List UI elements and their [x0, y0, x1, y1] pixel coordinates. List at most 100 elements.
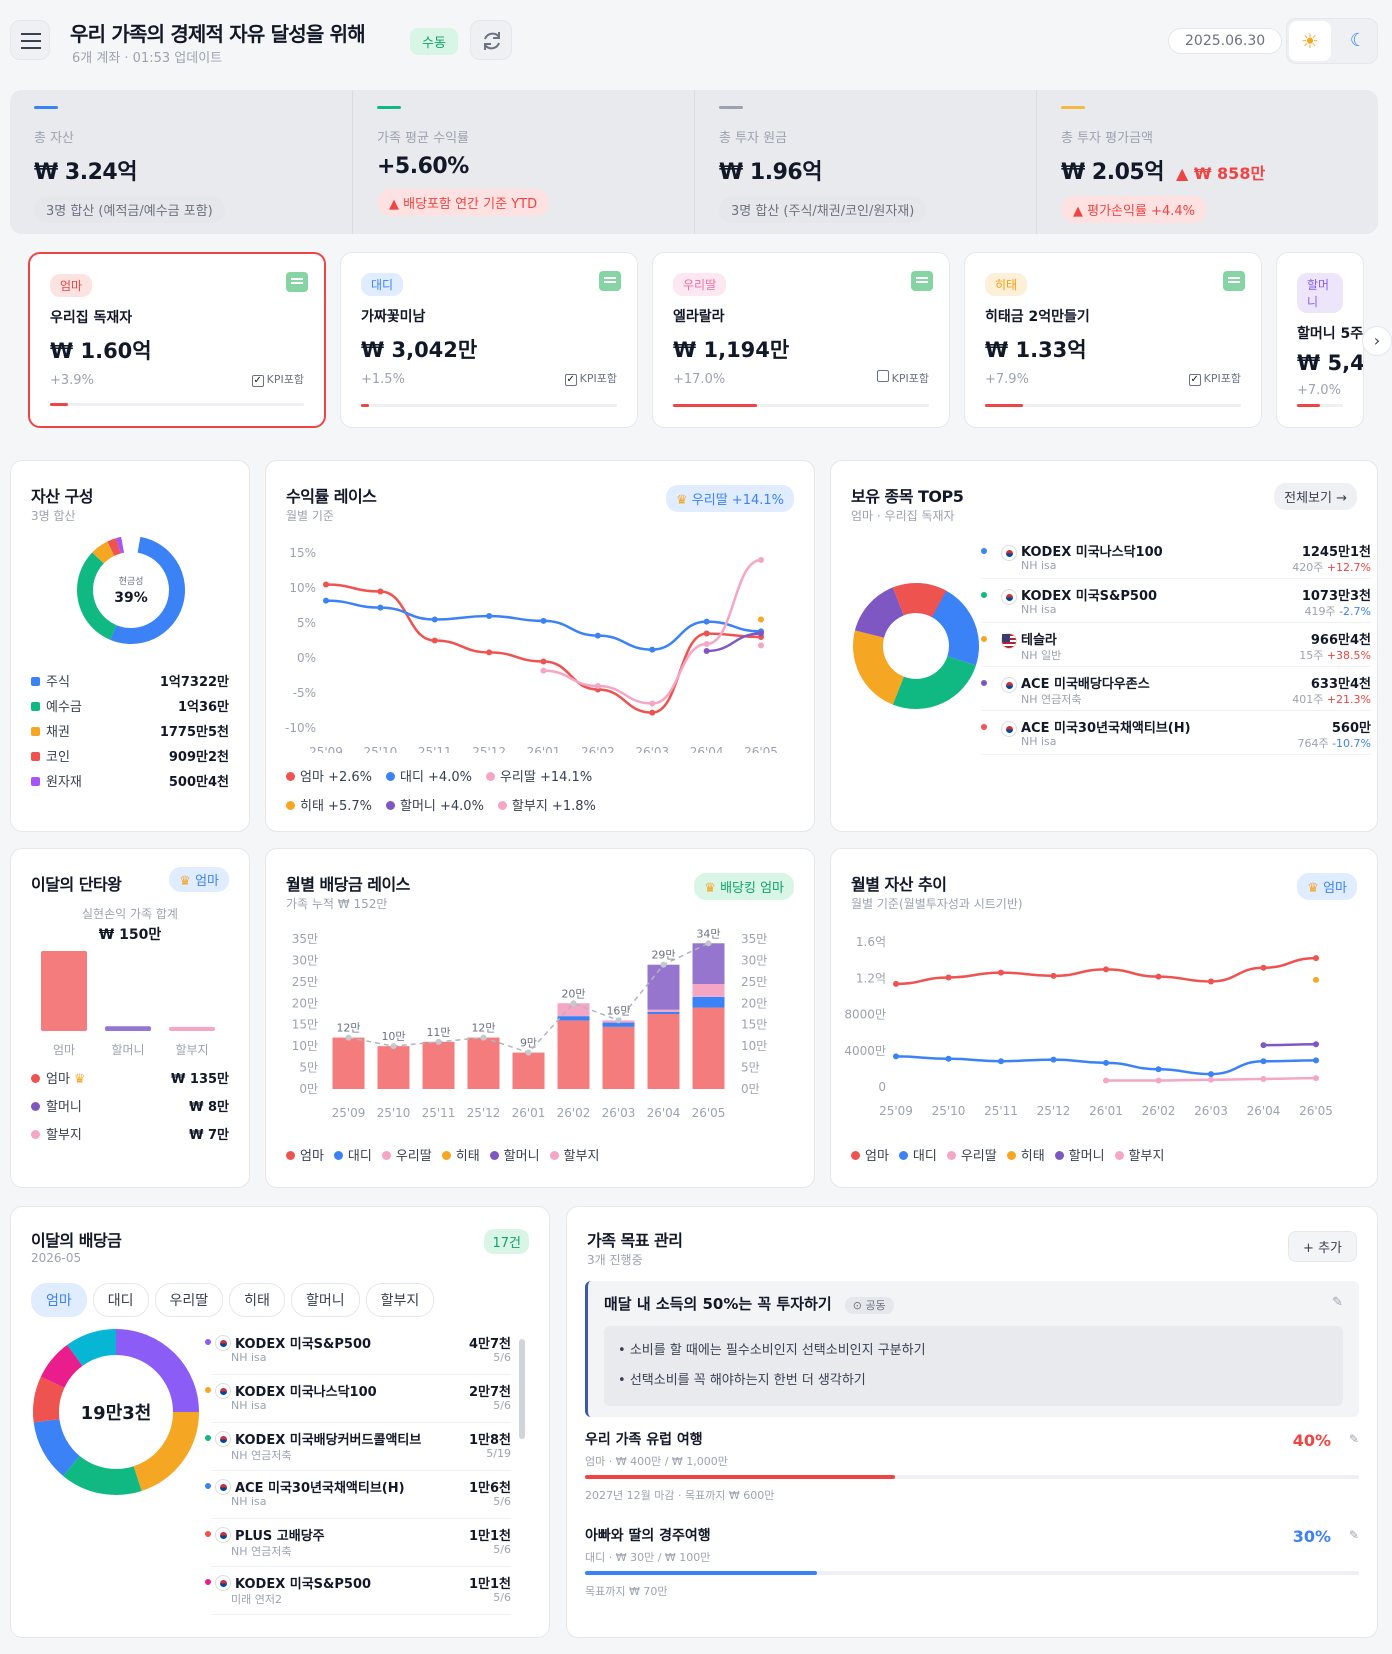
data-point: [431, 616, 438, 623]
goal-progress: [585, 1571, 1359, 1575]
sun-icon[interactable]: ☀: [1289, 21, 1331, 61]
memo-icon[interactable]: [286, 272, 308, 292]
day-trader-badge-label: 엄마: [195, 874, 219, 889]
main-goal-tag: ⊙ 공동: [844, 1297, 894, 1314]
dividend-value: 1만6천: [468, 1481, 511, 1496]
donut-slice: [107, 538, 121, 556]
account-card[interactable]: 우리딸 엘라랄라 ₩ 1,194만 +17.0% KPI포함: [652, 252, 950, 428]
goal-title: 우리 가족 유럽 여행: [585, 1432, 703, 1448]
theme-toggle[interactable]: ☀ ☾: [1286, 18, 1378, 64]
king-value: ₩ 8만: [189, 1099, 229, 1115]
kpi-label: 총 투자 원금: [719, 131, 788, 146]
legend-label: 할머니 +4.0%: [399, 799, 484, 814]
dividend-bar-segment: [557, 1016, 590, 1021]
dividend-race-badge: ♛ 배당킹 엄마: [694, 873, 794, 900]
dividend-bar-segment: [377, 1046, 410, 1089]
memo-icon[interactable]: [911, 271, 933, 291]
account-card[interactable]: 히태 히태금 2억만들기 ₩ 1.33억 +7.9% ✓ KPI포함: [964, 252, 1262, 428]
dividend-bar-segment: [332, 1037, 365, 1089]
edit-icon[interactable]: ✎: [1348, 1528, 1359, 1542]
account-card[interactable]: 엄마 우리집 독재자 ₩ 1.60억 +3.9% ✓ KPI포함: [28, 252, 326, 428]
page-subtitle: 6개 계좌 · 01:53 업데이트: [72, 51, 223, 66]
holding-row[interactable]: ACE 미국배당다우존스 NH 연금저축 633만4천 401주 +21.3%: [981, 667, 1371, 711]
view-all-button[interactable]: 전체보기 →: [1274, 483, 1357, 510]
kpi-include-checkbox[interactable]: KPI포함: [876, 370, 929, 386]
x-tick-label: 26'04: [690, 745, 724, 753]
crown-icon: ♛: [1307, 881, 1319, 896]
owner-tab[interactable]: 대디: [92, 1283, 149, 1317]
kpi-include-checkbox[interactable]: ✓ KPI포함: [564, 370, 617, 386]
us-flag-icon: [1001, 633, 1017, 649]
series-line: [1263, 1043, 1317, 1047]
data-point: [1260, 964, 1267, 971]
data-point: [649, 709, 656, 716]
goal-item[interactable]: 우리 가족 유럽 여행 엄마 · ₩ 400만 / ₩ 1,000만 40% ✎…: [585, 1429, 1359, 1503]
add-goal-button[interactable]: + 추가: [1288, 1231, 1357, 1262]
king-list-item: 엄마 ♛ ₩ 135만: [31, 1063, 229, 1091]
menu-button[interactable]: [10, 20, 50, 60]
holding-shares: 420주: [1292, 561, 1324, 574]
dividend-row[interactable]: KODEX 미국S&P500 미래 연저2 1만1천 5/6: [205, 1567, 511, 1615]
list-scrollbar[interactable]: [519, 1339, 525, 1439]
kpi-value-row: ₩ 2.05억 ▲ ₩ 858만: [1061, 154, 1354, 186]
dividend-broker: NH 연금저축: [231, 1449, 292, 1462]
dividend-row[interactable]: KODEX 미국나스닥100 NH isa 2만7천 5/6: [205, 1375, 511, 1423]
legend-item: 할부지: [549, 1149, 599, 1164]
edit-icon[interactable]: ✎: [1332, 1295, 1343, 1310]
refresh-icon: [484, 32, 500, 50]
donut-slice: [77, 552, 117, 640]
holding-row[interactable]: KODEX 미국나스닥100 NH isa 1245만1천 420주 +12.7…: [981, 535, 1371, 579]
memo-icon[interactable]: [1223, 271, 1245, 291]
data-point: [703, 618, 710, 625]
legend-item: 히태 +5.7%: [286, 799, 372, 814]
edit-icon[interactable]: ✎: [1348, 1432, 1359, 1446]
legend-label: 대디: [347, 1149, 372, 1164]
dividend-row[interactable]: KODEX 미국배당커버드콜액티브 NH 연금저축 1만8천 5/19: [205, 1423, 511, 1471]
memo-icon[interactable]: [599, 271, 621, 291]
data-point: [377, 588, 384, 595]
goal-item[interactable]: 아빠와 딸의 경주여행 대디 · ₩ 30만 / ₩ 100만 30% ✎ 목표…: [585, 1525, 1359, 1599]
holding-row[interactable]: 테슬라 NH 일반 966만4천 15주 +38.5%: [981, 623, 1371, 667]
account-card[interactable]: 할머니 할머니 5주 ₩ 5,43 +7.0%: [1276, 252, 1364, 428]
dividend-row[interactable]: KODEX 미국S&P500 NH isa 4만7천 5/6: [205, 1327, 511, 1375]
donut-slice: [33, 1376, 65, 1423]
dividend-value: 1만8천: [468, 1433, 511, 1448]
dividend-row[interactable]: PLUS 고배당주 NH 연금저축 1만1천 5/6: [205, 1519, 511, 1567]
holding-row[interactable]: ACE 미국30년국채액티브(H) NH isa 560만 764주 -10.7…: [981, 711, 1371, 755]
legend-value: 500만4천: [168, 775, 229, 790]
y-tick-label: 5%: [297, 616, 316, 630]
owner-tab[interactable]: 히태: [229, 1283, 285, 1317]
y-tick-label: 1.6억: [856, 935, 886, 949]
owner-tab[interactable]: 엄마: [31, 1283, 87, 1317]
refresh-button[interactable]: [470, 20, 512, 60]
holding-row[interactable]: KODEX 미국S&P500 NH isa 1073만3천 419주 -2.7%: [981, 579, 1371, 623]
king-name: 할머니: [46, 1099, 82, 1115]
x-tick-label: 26'05: [692, 1106, 726, 1120]
account-progress: [50, 403, 304, 406]
legend-item: 코인 909만2천: [31, 743, 229, 768]
data-point: [594, 632, 601, 639]
kpi-include-checkbox[interactable]: ✓ KPI포함: [251, 371, 304, 387]
owner-tab[interactable]: 우리딸: [154, 1283, 224, 1317]
x-tick-label: 25'12: [467, 1106, 501, 1120]
y-tick-label: 0: [878, 1080, 886, 1094]
donut-center-value: 39%: [114, 590, 148, 606]
x-tick-label: 25'10: [363, 745, 397, 753]
owner-tab[interactable]: 할머니: [290, 1283, 360, 1317]
account-card[interactable]: 대디 가짜꽃미남 ₩ 3,042만 +1.5% ✓ KPI포함: [340, 252, 638, 428]
legend-item: 엄마: [286, 1149, 324, 1164]
x-tick-label: 26'02: [557, 1106, 591, 1120]
x-tick-label: 26'05: [1299, 1104, 1333, 1118]
owner-tab[interactable]: 할부지: [365, 1283, 435, 1317]
mode-badge[interactable]: 수동: [410, 28, 458, 55]
dividend-row[interactable]: ACE 미국30년국채액티브(H) NH isa 1만6천 5/6: [205, 1471, 511, 1519]
donut-slice: [892, 583, 947, 618]
y-tick-label: 10%: [289, 581, 316, 595]
kpi-value-row: ₩ 1.96억: [719, 154, 1012, 186]
moon-icon[interactable]: ☾: [1349, 30, 1367, 51]
scroll-right-button[interactable]: ›: [1362, 326, 1392, 356]
dividend-bar-segment: [557, 1020, 590, 1089]
data-point: [540, 667, 547, 674]
legend-label: 히태 +5.7%: [300, 799, 372, 814]
kpi-include-checkbox[interactable]: ✓ KPI포함: [1188, 370, 1241, 386]
